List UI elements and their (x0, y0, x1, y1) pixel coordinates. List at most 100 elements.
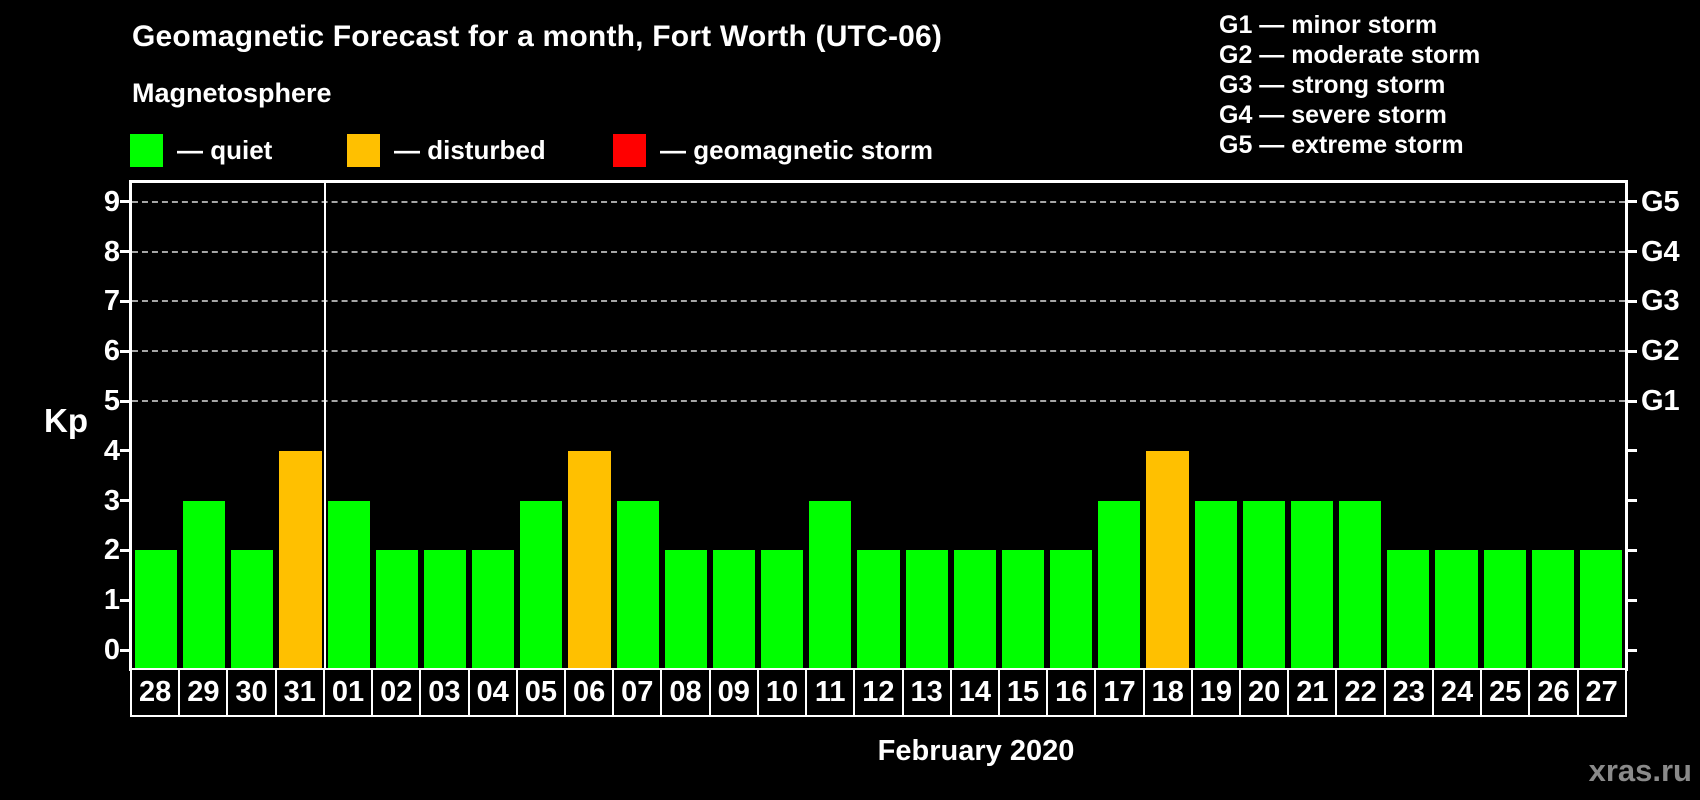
quiet-swatch-icon (130, 133, 163, 167)
kp-bar-day-28 (135, 550, 178, 668)
month-label: February 2020 (877, 735, 1075, 767)
date-cell-03: 03 (421, 668, 470, 717)
gridline-kp8 (132, 250, 1625, 253)
kp-bar-day-07 (616, 500, 659, 668)
right-tick-6 (1625, 349, 1637, 353)
gridline-kp9 (132, 200, 1625, 203)
date-cell-13: 13 (903, 668, 952, 717)
date-cell-02: 02 (373, 668, 422, 717)
date-cell-12: 12 (855, 668, 904, 717)
date-cell-16: 16 (1048, 668, 1097, 717)
kp-bar-day-26 (1531, 550, 1574, 668)
date-cell-25: 25 (1482, 668, 1531, 717)
month-separator-line (323, 183, 326, 668)
ytick-label-0: 0 (103, 634, 120, 666)
kp-bar-day-27 (1579, 550, 1622, 668)
kp-bar-day-11 (809, 500, 852, 668)
kp-bar-day-29 (183, 500, 226, 668)
legend-label-quiet: — quiet (177, 134, 273, 165)
kp-bar-day-20 (1242, 500, 1285, 668)
kp-bar-day-18 (1146, 450, 1189, 668)
right-tick-2 (1625, 548, 1637, 552)
left-tick-0 (120, 648, 132, 652)
date-cell-23: 23 (1385, 668, 1434, 717)
date-cell-14: 14 (951, 668, 1000, 717)
g-scale-label-g1: G1 (1641, 385, 1680, 417)
date-cell-11: 11 (807, 668, 856, 717)
kp-bar-day-23 (1387, 550, 1430, 668)
ytick-label-3: 3 (103, 484, 120, 517)
g-scale-label-g5: G5 (1641, 185, 1680, 218)
date-cell-09: 09 (710, 668, 759, 717)
page-title: Geomagnetic Forecast for a month, Fort W… (132, 20, 943, 53)
left-tick-2 (120, 548, 132, 552)
date-cell-24: 24 (1433, 668, 1483, 717)
date-cell-22: 22 (1337, 668, 1386, 717)
date-cell-18: 18 (1144, 668, 1193, 717)
left-tick-5 (120, 399, 132, 403)
left-tick-7 (120, 299, 132, 303)
kp-bar-day-22 (1339, 500, 1382, 668)
date-cell-17: 17 (1096, 668, 1145, 717)
kp-bar-day-12 (857, 550, 900, 668)
date-cell-27: 27 (1578, 668, 1627, 717)
watermark: xras.ru (1588, 753, 1692, 788)
date-cell-26: 26 (1530, 668, 1579, 717)
storm-scale-line-1: G1 — minor storm (1219, 11, 1438, 39)
right-tick-0 (1625, 648, 1637, 652)
right-tick-9 (1625, 200, 1637, 204)
kp-bar-day-19 (1194, 500, 1237, 668)
gridline-kp5 (132, 400, 1625, 402)
g-scale-label-g3: G3 (1641, 285, 1680, 318)
kp-bar-day-10 (761, 550, 804, 668)
kp-bar-day-08 (664, 550, 707, 668)
kp-bar-day-21 (1290, 500, 1334, 668)
kp-bar-day-25 (1483, 550, 1526, 668)
date-axis-row: 28 29 30 31 01 02 03 04 05 06 07 08 09 10 11 12 13 14 15 16… (130, 668, 1627, 717)
right-tick-1 (1625, 598, 1637, 602)
date-cell-29: 29 (180, 668, 229, 717)
gridline-kp6 (132, 350, 1625, 353)
left-tick-1 (120, 598, 132, 602)
kp-bar-day-13 (905, 550, 948, 668)
storm-scale-line-2: G2 — moderate storm (1219, 41, 1481, 69)
date-cell-15: 15 (999, 668, 1049, 717)
kp-bar-day-17 (1098, 500, 1141, 668)
date-cell-06: 06 (565, 668, 615, 717)
date-cell-07: 07 (614, 668, 663, 717)
kp-bar-day-24 (1435, 550, 1478, 668)
date-cell-21: 21 (1289, 668, 1338, 717)
left-tick-6 (120, 349, 132, 353)
legend-item-storm: — geomagnetic storm (613, 133, 933, 167)
storm-scale-line-4: G4 — severe storm (1219, 101, 1447, 129)
kp-bar-day-09 (712, 550, 756, 668)
ytick-label-6: 6 (103, 335, 120, 368)
ytick-label-7: 7 (103, 285, 120, 318)
date-cell-05: 05 (517, 668, 566, 717)
kp-bar-day-05 (520, 500, 563, 668)
kp-bar-day-15 (1001, 550, 1045, 668)
ytick-label-8: 8 (103, 235, 120, 268)
g-scale-label-g2: G2 (1641, 335, 1680, 368)
left-tick-4 (120, 449, 132, 453)
kp-bar-day-31 (279, 450, 322, 668)
legend-item-quiet: — quiet (130, 133, 272, 167)
kp-bar-day-02 (375, 550, 418, 668)
left-tick-9 (120, 200, 132, 204)
ytick-label-4: 4 (103, 434, 120, 467)
kp-bar-day-03 (423, 550, 467, 668)
disturbed-swatch-icon (347, 133, 380, 167)
kp-axis-title: Kp (44, 402, 88, 439)
date-cell-08: 08 (662, 668, 711, 717)
ytick-label-5: 5 (103, 385, 120, 417)
date-cell-19: 19 (1192, 668, 1242, 717)
storm-scale-line-3: G3 — strong storm (1219, 71, 1446, 99)
left-tick-8 (120, 250, 132, 254)
right-tick-7 (1625, 299, 1637, 303)
gridline-kp7 (132, 300, 1625, 303)
magnetosphere-subtitle: Magnetosphere (132, 78, 332, 108)
ytick-label-1: 1 (103, 584, 120, 617)
date-cell-31: 31 (276, 668, 325, 717)
ytick-label-2: 2 (103, 534, 120, 567)
